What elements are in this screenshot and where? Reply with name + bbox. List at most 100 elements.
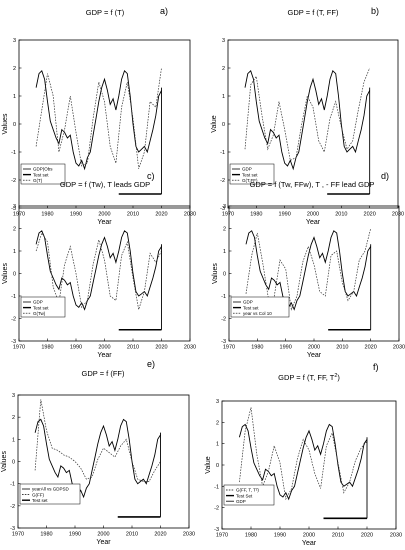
- y-tick-label: -2: [221, 317, 226, 323]
- x-tick-label: 2010: [336, 345, 348, 351]
- legend-label: Test set: [33, 305, 49, 310]
- legend-label: GDP: [243, 300, 253, 305]
- x-tick-label: 1980: [40, 532, 52, 538]
- chart-title: GDP = f (FF): [82, 369, 125, 378]
- x-tick-label: 2010: [126, 532, 138, 538]
- x-tick-label: 2020: [155, 345, 167, 351]
- x-tick-label: 2020: [154, 532, 166, 538]
- x-tick-label: 2020: [361, 533, 373, 539]
- y-tick-label: 1: [223, 249, 226, 255]
- x-tick-label: 2030: [183, 532, 195, 538]
- series-line-model: [34, 399, 161, 482]
- y-tick-label: 3: [13, 38, 16, 44]
- y-tick-label: -2: [10, 504, 15, 510]
- y-tick-label: -1: [221, 294, 226, 300]
- chart-panel-f: f)GDP = f (T, FF, T2)1970 1980 1990 2000 201…: [205, 362, 402, 547]
- y-tick-label: 0: [13, 122, 16, 128]
- x-tick-label: 1990: [70, 212, 82, 218]
- series-line-gdp: [244, 69, 371, 171]
- y-tick-label: -3: [221, 339, 226, 345]
- y-tick-label: 2: [222, 66, 225, 72]
- panel-letter: d): [381, 171, 389, 181]
- x-axis-label: Year: [97, 352, 112, 359]
- x-tick-label: 2030: [390, 533, 402, 539]
- legend-label: Test Set: [236, 493, 253, 498]
- chart-panel-b: b)GDP = f (T, FF)1970 1980 1990 2000 2010 202…: [211, 6, 404, 226]
- y-tick-label: 1: [222, 94, 225, 100]
- title-superscript: 2: [334, 373, 337, 379]
- chart-title: GDP = f (Tw), T leads GDP: [60, 180, 150, 189]
- x-tick-label: 1980: [251, 345, 263, 351]
- legend-box: [20, 296, 66, 318]
- y-tick-label: -3: [11, 339, 16, 345]
- x-tick-label: 2000: [98, 212, 110, 218]
- y-tick-label: 3: [216, 399, 219, 405]
- legend-label: GDP: [33, 300, 43, 305]
- plot-frame: [18, 205, 191, 342]
- series-line-gdp: [35, 69, 162, 171]
- y-axis-label: Values: [1, 451, 8, 472]
- y-tick-label: 1: [13, 249, 16, 255]
- x-tick-label: 2010: [127, 212, 139, 218]
- x-tick-label: 1990: [274, 533, 286, 539]
- legend-label: G(T,FF): [242, 178, 258, 183]
- y-tick-label: 0: [12, 460, 15, 466]
- y-axis-label: Value: [205, 456, 212, 473]
- y-axis-label: Values: [212, 263, 219, 284]
- series-line-model: [245, 228, 372, 311]
- y-tick-label: -3: [220, 206, 225, 212]
- y-tick-label: 2: [12, 415, 15, 421]
- panel-letter: b): [371, 6, 379, 16]
- x-tick-label: 2020: [365, 345, 377, 351]
- legend-box: [230, 296, 290, 318]
- y-tick-label: -2: [11, 317, 16, 323]
- series-line-gdp: [35, 230, 162, 311]
- chart-title: GDP = f (T, FF, T2): [278, 373, 340, 382]
- chart-panel-e: e)GDP = f (FF)1970 1980 1990 2000 2010 2020 20…: [1, 359, 195, 546]
- panel-letter: e): [147, 359, 155, 369]
- chart-panel-d: d) GDP = f (Tw, FFw), T , - FF lead GDP 19…: [212, 171, 405, 359]
- x-tick-label: 2030: [392, 212, 404, 218]
- legend-label: GDP: [242, 167, 252, 172]
- y-tick-label: -3: [214, 527, 219, 533]
- legend-label: GDP(Obs: [33, 167, 53, 172]
- chart-panel-c: c)GDP = f (Tw), T leads GDP 1970 1980 1990 2…: [2, 171, 196, 359]
- x-tick-label: 2010: [127, 345, 139, 351]
- chart-title: GDP = f (T, FF): [288, 8, 339, 17]
- legend-label: Test set: [243, 305, 259, 310]
- chart-title: GDP = f (Tw, FFw), T , - FF lead GDP: [250, 180, 375, 189]
- x-tick-label: 2030: [393, 345, 405, 351]
- legend-label: G(T): [33, 178, 43, 183]
- plot-frame: [228, 205, 400, 342]
- x-tick-label: 1980: [41, 345, 53, 351]
- legend-label: Test set: [33, 172, 49, 177]
- legend-label: G(FF): [32, 492, 44, 497]
- x-tick-label: 1990: [279, 212, 291, 218]
- x-tick-label: 2000: [97, 532, 109, 538]
- legend-label: G(FF, T, T²): [236, 488, 259, 493]
- x-axis-label: Year: [96, 539, 111, 546]
- y-tick-label: 0: [216, 463, 219, 469]
- legend-label: Test set: [242, 172, 258, 177]
- series-line-model: [239, 407, 368, 501]
- x-tick-label: 1970: [222, 212, 234, 218]
- x-axis-label: Year: [97, 219, 112, 226]
- y-tick-label: 0: [223, 272, 226, 278]
- x-tick-label: 1970: [216, 533, 228, 539]
- x-tick-label: 2000: [98, 345, 110, 351]
- x-tick-label: 1990: [69, 532, 81, 538]
- x-tick-label: 2010: [335, 212, 347, 218]
- x-tick-label: 1980: [250, 212, 262, 218]
- y-tick-label: 3: [13, 204, 16, 210]
- series-line-model: [35, 67, 162, 169]
- panel-letter: a): [160, 6, 168, 16]
- x-tick-label: 1970: [12, 532, 24, 538]
- y-tick-label: -1: [11, 294, 16, 300]
- y-tick-label: -3: [11, 206, 16, 212]
- y-tick-label: 0: [13, 272, 16, 278]
- y-tick-label: 3: [223, 204, 226, 210]
- x-tick-label: 2020: [155, 212, 167, 218]
- y-axis-label: Values: [2, 113, 9, 134]
- y-tick-label: -2: [214, 506, 219, 512]
